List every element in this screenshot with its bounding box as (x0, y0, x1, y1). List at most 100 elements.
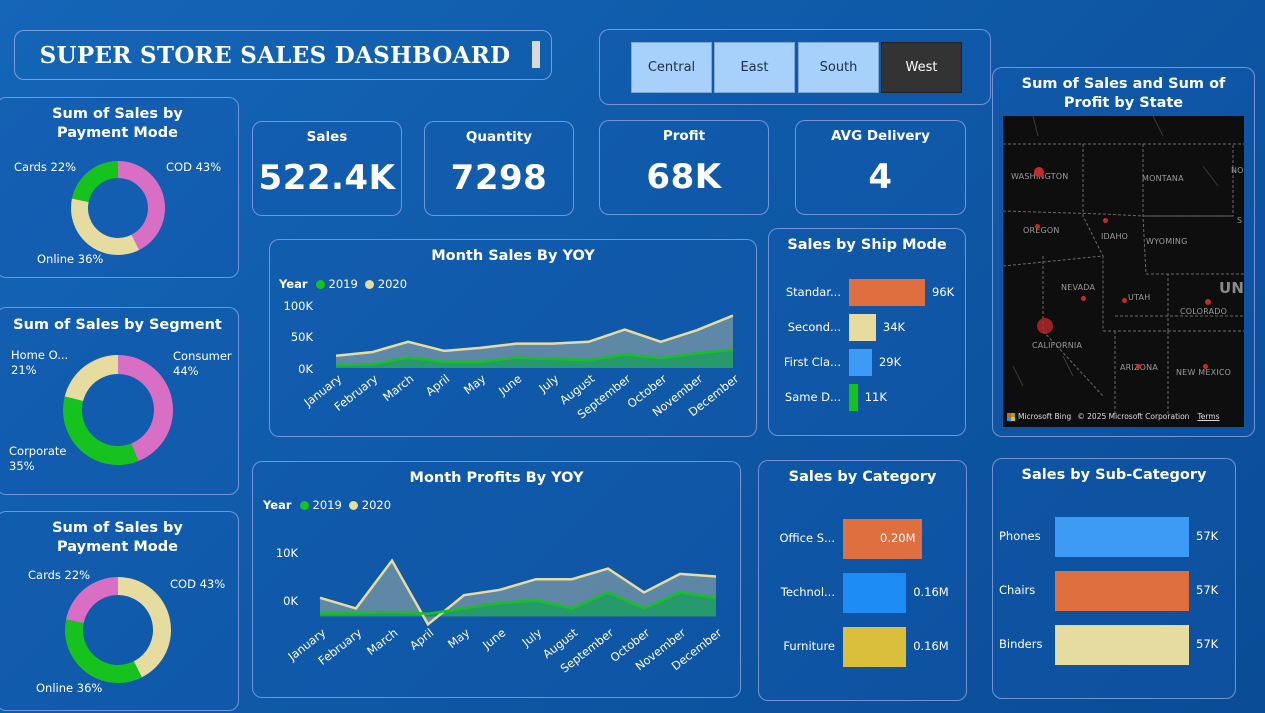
kpi-value: 68K (646, 157, 722, 197)
y-tick: 100K (283, 299, 314, 313)
legend-title: Year (279, 277, 308, 291)
bar-value-label: 57K (1196, 529, 1219, 543)
donut-slice-corporate[interactable] (62, 396, 139, 465)
map-bubble[interactable] (1203, 364, 1208, 369)
chart-title: Sum of Sales by Segment (13, 317, 222, 333)
map-bubble[interactable] (1136, 364, 1141, 369)
bar-value-label: 0.16M (913, 639, 949, 653)
kpi-card-avg-delivery[interactable]: AVG Delivery 4 (795, 120, 966, 215)
chart-title: Sales by Sub-Category (1021, 467, 1207, 483)
donut-slice-online[interactable] (65, 619, 142, 683)
bar-category-label: Phones (999, 529, 1041, 543)
slice-label-cod: COD 43% (166, 160, 222, 174)
payment-mode-chart-2[interactable]: Sum of Sales by Payment Mode Cards 22% C… (0, 511, 239, 711)
map-state-label: CALIFORNIA (1032, 341, 1083, 350)
legend-dot-icon (315, 279, 325, 289)
kpi-value: 4 (868, 157, 893, 197)
legend-dot-icon (364, 279, 374, 289)
area-plot (319, 558, 717, 627)
donut-slice-consumer[interactable] (118, 355, 173, 462)
map-terms-link[interactable]: Terms (1197, 412, 1220, 421)
legend-title: Year (263, 498, 292, 512)
bar-technol[interactable] (843, 573, 907, 613)
category-chart[interactable]: Sales by Category Office S... 0.20M Techno… (758, 460, 967, 701)
y-tick: 0K (298, 362, 313, 376)
bar-furniture[interactable] (843, 627, 907, 667)
donut-slice-cards[interactable] (71, 161, 118, 202)
series-line-2020[interactable] (335, 314, 734, 358)
map-country-label: UN (1219, 279, 1244, 297)
bar-first-cla[interactable] (849, 349, 872, 376)
map-state-label: NO (1231, 166, 1244, 175)
kpi-label: Quantity (465, 129, 533, 145)
slice-label-consumer: Consumer 44% (173, 349, 232, 378)
bar-standar[interactable] (849, 279, 925, 306)
bar-category-label: Binders (999, 637, 1043, 651)
map-bubble[interactable] (1037, 318, 1053, 334)
slicer-button-east[interactable]: East (714, 42, 795, 93)
donut-svg (71, 161, 165, 255)
bar-value-label: 96K (932, 284, 955, 299)
donut-slice-home-o[interactable] (64, 355, 118, 402)
payment-mode-chart-1[interactable]: Sum of Sales by Payment Mode Cards 22% C… (0, 97, 239, 278)
ship-mode-chart[interactable]: Sales by Ship Mode Standar... 96K Second..… (768, 228, 966, 436)
series-area-2019[interactable] (320, 592, 716, 617)
map-bubble[interactable] (1205, 299, 1211, 305)
donut-slice-cod[interactable] (118, 161, 165, 250)
bar-binders[interactable] (1055, 625, 1189, 665)
bar-chairs[interactable] (1055, 571, 1189, 611)
legend-item-2019[interactable]: 2019 (312, 498, 342, 512)
state-map[interactable]: WASHINGTON MONTANA NO OREGON IDAHO WYOMI… (1003, 116, 1244, 427)
kpi-value: 522.4K (258, 158, 396, 198)
legend-item-2020[interactable]: 2020 (377, 277, 408, 291)
donut-slice-online[interactable] (71, 198, 140, 255)
map-bubble[interactable] (1034, 167, 1044, 177)
map-bubble[interactable] (1103, 218, 1108, 223)
map-bubble[interactable] (1122, 298, 1127, 303)
slicer-button-south[interactable]: South (798, 42, 879, 93)
region-slicer: Central East South West (599, 29, 991, 105)
map-bubble[interactable] (1035, 224, 1040, 229)
donut-slice-cards[interactable] (66, 577, 118, 623)
chart-title: Month Sales By YOY (431, 248, 595, 264)
bar-phones[interactable] (1055, 517, 1189, 557)
donut-slice-cod[interactable] (118, 577, 171, 678)
kpi-card-sales[interactable]: Sales 522.4K (252, 121, 402, 216)
bar-category-label: Technol... (780, 585, 835, 599)
map-bubble[interactable] (1081, 296, 1086, 301)
slicer-button-central[interactable]: Central (631, 42, 712, 93)
slice-label-online: Online 36% (37, 252, 104, 266)
kpi-card-profit[interactable]: Profit 68K (599, 120, 769, 215)
map-state-label: MONTANA (1142, 174, 1184, 183)
bar-office-s[interactable] (843, 519, 922, 559)
series-line-2019[interactable] (320, 591, 717, 615)
slice-label-corporate: Corporate 35% (9, 444, 67, 473)
series-line-2020[interactable] (319, 558, 717, 627)
legend-dot-icon (348, 500, 358, 510)
legend-item-2020[interactable]: 2020 (361, 498, 392, 512)
month-sales-chart[interactable]: Month Sales By YOY Year 2019 2020 100K 5… (269, 239, 757, 437)
subcategory-chart[interactable]: Sales by Sub-Category Phones 57K Chairs 57K… (992, 458, 1236, 699)
bar-category-label: Second... (787, 319, 841, 334)
map-state-label: UTAH (1128, 293, 1151, 302)
slicer-button-west[interactable]: West (881, 42, 962, 93)
map-state-label: S (1237, 216, 1243, 225)
map-state-label: IDAHO (1101, 232, 1129, 241)
kpi-card-quantity[interactable]: Quantity 7298 (424, 121, 574, 216)
month-profits-chart[interactable]: Month Profits By YOY Year 2019 2020 10K … (252, 461, 741, 698)
state-borders (1003, 116, 1244, 416)
bar-value-label: 57K (1196, 637, 1219, 651)
bar-value-label: 57K (1196, 583, 1219, 597)
donut-svg (62, 355, 173, 465)
bar-second[interactable] (849, 314, 876, 341)
series-line-2019[interactable] (335, 348, 734, 367)
chart-title: Sum of Sales and Sum of Profit by State (1021, 76, 1226, 111)
kpi-label: Sales (306, 129, 348, 145)
bar-same-d[interactable] (849, 384, 858, 411)
slice-label-online: Online 36% (36, 681, 103, 695)
segment-chart[interactable]: Sum of Sales by Segment Home O... 21% Co… (0, 307, 239, 495)
bar-value-label: 34K (882, 319, 906, 334)
legend-item-2019[interactable]: 2019 (328, 277, 358, 291)
title-accent-bar (532, 41, 540, 68)
chart-title: Sum of Sales by Payment Mode (52, 520, 183, 555)
